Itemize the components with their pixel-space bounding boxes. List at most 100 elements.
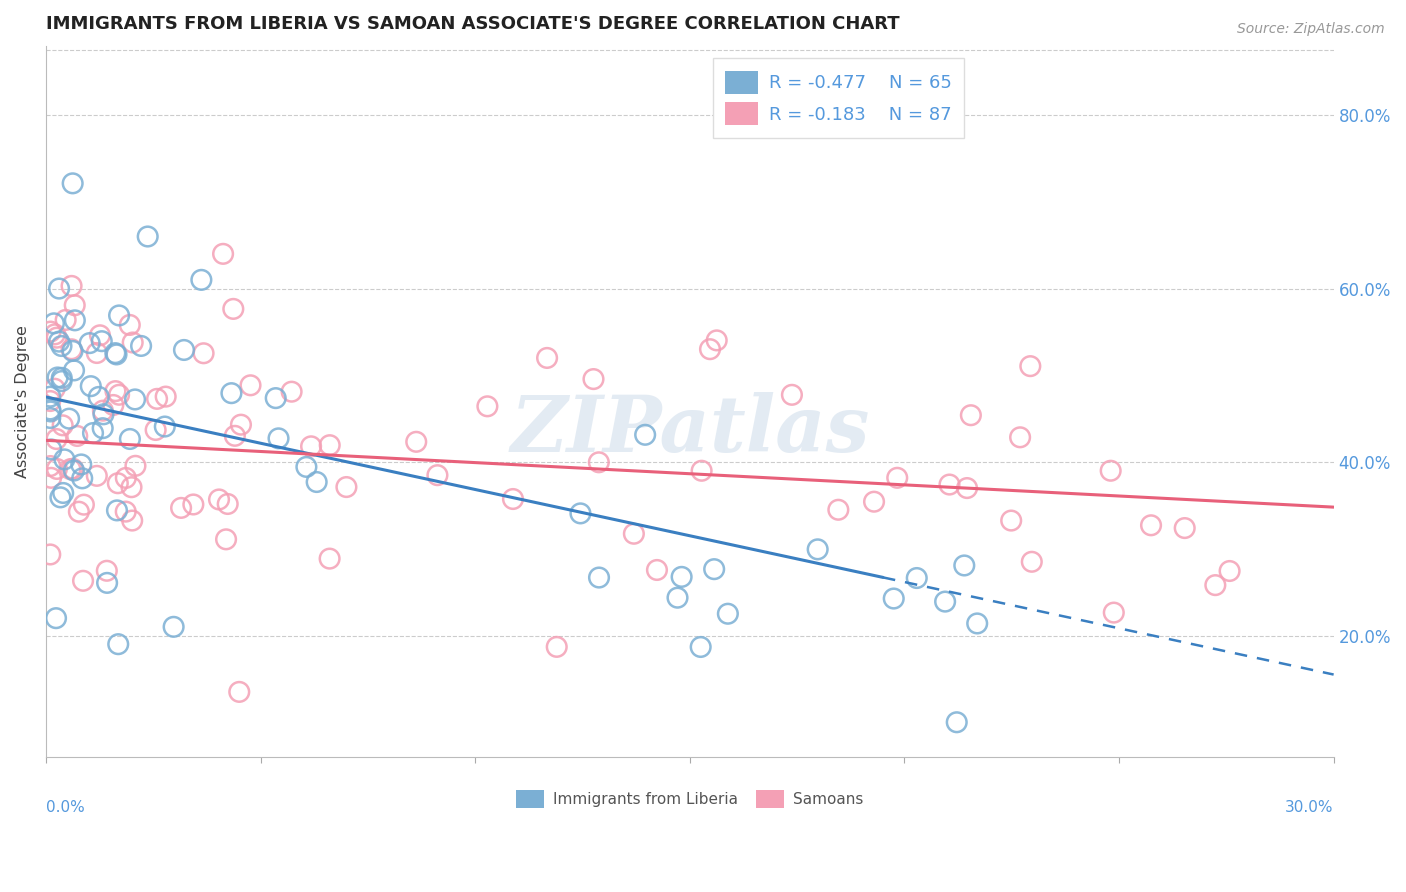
Point [569, 507, 592, 521]
Point [162, 620, 184, 634]
Point [39, 442, 62, 457]
Point [582, 372, 605, 386]
Point [827, 502, 849, 516]
Point [305, 475, 328, 489]
Point [318, 551, 340, 566]
Point [267, 431, 290, 445]
Point [145, 423, 167, 437]
Point [335, 480, 357, 494]
Point [146, 392, 169, 406]
Point [73, 498, 96, 512]
Point [1099, 464, 1122, 478]
Point [55, 313, 77, 327]
Point [1021, 555, 1043, 569]
Point [155, 390, 177, 404]
Point [63, 298, 86, 312]
Point [280, 384, 302, 399]
Point [51, 339, 73, 353]
Point [953, 558, 976, 573]
Point [62, 461, 84, 475]
Point [51, 371, 73, 385]
Point [39, 411, 62, 425]
Point [39, 471, 62, 485]
Point [89, 328, 111, 343]
Point [173, 343, 195, 357]
Point [546, 640, 568, 654]
Point [780, 388, 803, 402]
Point [51, 374, 73, 388]
Point [1010, 430, 1032, 444]
Point [1140, 518, 1163, 533]
Point [63, 313, 86, 327]
Point [945, 715, 967, 730]
Point [645, 563, 668, 577]
Point [45, 462, 67, 476]
Point [39, 394, 62, 409]
Point [706, 334, 728, 348]
Point [153, 419, 176, 434]
Y-axis label: Associate's Degree: Associate's Degree [15, 325, 30, 478]
Point [1102, 606, 1125, 620]
Point [118, 432, 141, 446]
Text: Source: ZipAtlas.com: Source: ZipAtlas.com [1237, 22, 1385, 37]
Point [170, 500, 193, 515]
Point [966, 616, 988, 631]
Point [960, 408, 983, 422]
Point [671, 570, 693, 584]
Point [93, 407, 115, 421]
Point [229, 417, 252, 432]
Point [67, 505, 90, 519]
Point [42, 316, 65, 330]
Point [60, 279, 83, 293]
Point [70, 471, 93, 485]
Point [91, 421, 114, 435]
Point [80, 379, 103, 393]
Point [239, 378, 262, 392]
Point [86, 468, 108, 483]
Point [52, 486, 75, 500]
Point [44, 327, 66, 342]
Point [108, 309, 131, 323]
Point [1174, 521, 1197, 535]
Point [96, 575, 118, 590]
Point [114, 505, 136, 519]
Point [105, 347, 128, 361]
Point [426, 468, 449, 483]
Point [190, 273, 212, 287]
Point [104, 384, 127, 398]
Point [63, 463, 86, 477]
Point [45, 331, 67, 345]
Point [588, 455, 610, 469]
Point [53, 452, 76, 467]
Point [59, 462, 82, 476]
Point [52, 418, 75, 433]
Point [224, 429, 246, 443]
Point [44, 382, 66, 396]
Point [48, 334, 70, 349]
Point [883, 591, 905, 606]
Point [114, 471, 136, 485]
Point [477, 400, 499, 414]
Point [63, 363, 86, 377]
Point [863, 494, 886, 508]
Point [1000, 514, 1022, 528]
Point [623, 526, 645, 541]
Point [108, 388, 131, 402]
Point [221, 386, 243, 401]
Point [703, 562, 725, 576]
Point [502, 491, 524, 506]
Point [193, 346, 215, 360]
Point [62, 177, 84, 191]
Point [86, 346, 108, 360]
Text: 30.0%: 30.0% [1285, 799, 1334, 814]
Point [87, 390, 110, 404]
Point [1219, 564, 1241, 578]
Point [39, 548, 62, 562]
Point [91, 403, 114, 417]
Point [96, 564, 118, 578]
Point [60, 343, 83, 357]
Point [104, 346, 127, 360]
Point [66, 429, 89, 443]
Point [1019, 359, 1042, 373]
Point [39, 404, 62, 418]
